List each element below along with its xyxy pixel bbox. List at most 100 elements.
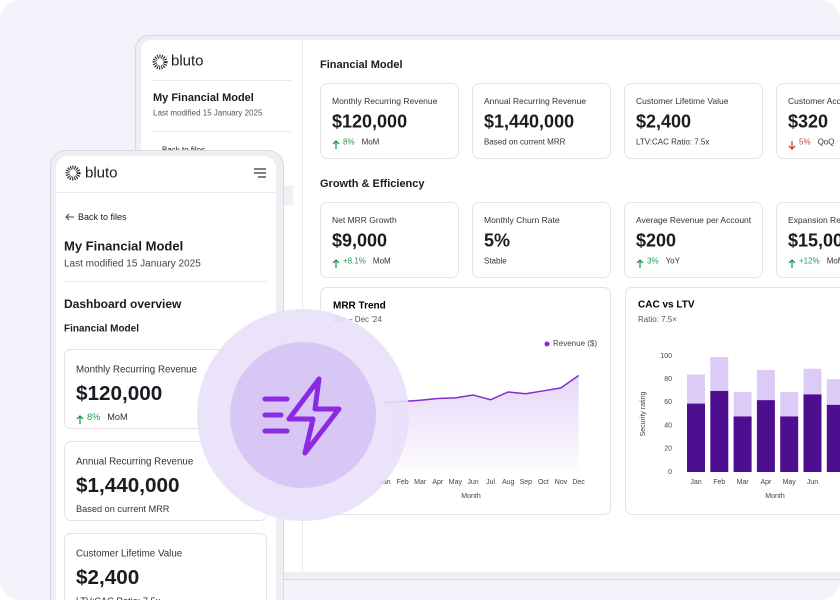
divider: [64, 281, 268, 282]
sidebar-divider: [302, 40, 303, 572]
x-tick-label: Jan: [379, 479, 390, 486]
menu-button[interactable]: [253, 167, 267, 179]
bar: [803, 394, 822, 472]
y-tick-label: 0: [668, 469, 672, 476]
chart-title: CAC vs LTV: [638, 300, 695, 311]
y-tick-label: 60: [664, 399, 672, 406]
kpi-change: +8.1%: [343, 256, 366, 266]
kpi-label: Average Revenue per Account: [636, 215, 752, 225]
kpi-label: Monthly Recurring Revenue: [76, 364, 198, 376]
legend-marker: [544, 341, 550, 347]
x-tick-label: May: [449, 479, 463, 486]
trend-icon: [332, 256, 340, 268]
y-tick-label: 100: [660, 353, 672, 360]
kpi-value: 5%: [484, 230, 511, 251]
kpi-note: Based on current MRR: [76, 503, 170, 514]
arrow: [788, 141, 796, 150]
x-axis-title: Month: [765, 493, 785, 500]
trend-icon: [76, 412, 84, 424]
arrow: [788, 259, 796, 268]
x-tick-label: May: [783, 479, 797, 486]
bar: [780, 391, 799, 417]
x-tick-label: Jul: [486, 479, 495, 486]
kpi-label: Expansion Revenue: [788, 215, 840, 225]
kpi-label: Net MRR Growth: [332, 215, 397, 225]
file-title: My Financial Model: [64, 238, 184, 254]
kpi-change: +12%: [799, 256, 820, 266]
kpi-note: Based on current MRR: [484, 137, 566, 147]
x-tick-label: Mar: [414, 479, 427, 486]
y-tick-label: 80: [664, 376, 672, 383]
chart-subtitle: Ratio: 7.5×: [638, 315, 677, 324]
bar: [710, 357, 729, 391]
kpi-card: Net MRR Growth $9,000 +8.1% MoM: [320, 202, 459, 278]
kpi-note: QoQ: [817, 137, 835, 147]
feature-badge: [197, 309, 409, 521]
x-tick-label: Feb: [397, 479, 409, 486]
kpi-value: $15,000: [788, 230, 840, 251]
kpi-card: Average Revenue per Account $200 3% YoY: [624, 202, 763, 278]
kpi-label: Monthly Recurring Revenue: [332, 96, 438, 106]
kpi-card: Customer Lifetime Value $2,400 LTV:CAC Rat…: [64, 533, 267, 600]
arrow: [332, 140, 340, 149]
x-tick-label: Sep: [520, 479, 533, 486]
x-tick-label: Aug: [502, 479, 515, 486]
kpi-value: $2,400: [636, 111, 692, 132]
x-tick-label: Dec: [572, 479, 585, 486]
bar: [756, 400, 775, 472]
divider: [56, 192, 276, 193]
kpi-label: Customer Lifetime Value: [76, 548, 183, 560]
kpi-card: Monthly Churn Rate 5% Stable: [472, 202, 611, 278]
section-title: Growth & Efficiency: [320, 178, 425, 190]
kpi-change: 8%: [87, 411, 101, 422]
bar: [780, 416, 799, 472]
x-tick-label: Jun: [807, 479, 818, 486]
divider: [152, 80, 292, 81]
logo-text: bluto: [171, 52, 204, 70]
kpi-value: $9,000: [332, 230, 388, 251]
x-tick-label: Mar: [737, 479, 750, 486]
kpi-note: Stable: [484, 256, 507, 266]
y-axis-title: Security rating: [640, 392, 647, 437]
arrow: [332, 259, 340, 268]
bar: [687, 374, 705, 404]
kpi-change: 3%: [647, 256, 659, 266]
x-tick-label: Nov: [555, 479, 568, 486]
file-modified: Last modified 15 January 2025: [153, 108, 263, 118]
bar: [710, 390, 729, 472]
bar: [803, 368, 822, 395]
bar: [733, 391, 752, 417]
kpi-value: $200: [636, 230, 677, 251]
kpi-change: 8%: [343, 137, 355, 147]
back-link[interactable]: Back to files: [78, 212, 127, 222]
kpi-card: Expansion Revenue $15,000 +12% MoM: [776, 202, 840, 278]
bar: [687, 403, 705, 472]
divider: [152, 131, 292, 132]
kpi-label: Monthly Churn Rate: [484, 215, 560, 225]
bar: [756, 369, 775, 401]
trend-icon: [788, 256, 796, 268]
kpi-value: $120,000: [332, 111, 408, 132]
kpi-value: $1,440,000: [484, 111, 575, 132]
kpi-card: Customer Acquisition Cost $320 5% QoQ: [776, 83, 840, 159]
x-tick-label: Jun: [467, 479, 478, 486]
x-axis-title: Month: [461, 493, 481, 500]
kpi-note: LTV:CAC Ratio: 7.5x: [636, 137, 710, 147]
y-tick-label: 40: [664, 422, 672, 429]
section-title: Financial Model: [64, 323, 140, 335]
kpi-note: YoY: [665, 256, 680, 266]
trend-icon: [332, 137, 340, 149]
back-arrow: [65, 213, 74, 221]
kpi-note: MoM: [107, 411, 128, 422]
x-tick-label: Apr: [760, 479, 772, 486]
kpi-label: Annual Recurring Revenue: [484, 96, 587, 106]
dashboard-heading: Dashboard overview: [64, 297, 182, 311]
bar: [826, 404, 840, 472]
kpi-label: Customer Lifetime Value: [636, 96, 729, 106]
x-tick-label: Feb: [713, 479, 725, 486]
chart-title: MRR Trend: [333, 301, 386, 312]
kpi-card: Customer Lifetime Value $2,400 LTV:CAC Rat…: [624, 83, 763, 159]
line: [384, 374, 580, 404]
